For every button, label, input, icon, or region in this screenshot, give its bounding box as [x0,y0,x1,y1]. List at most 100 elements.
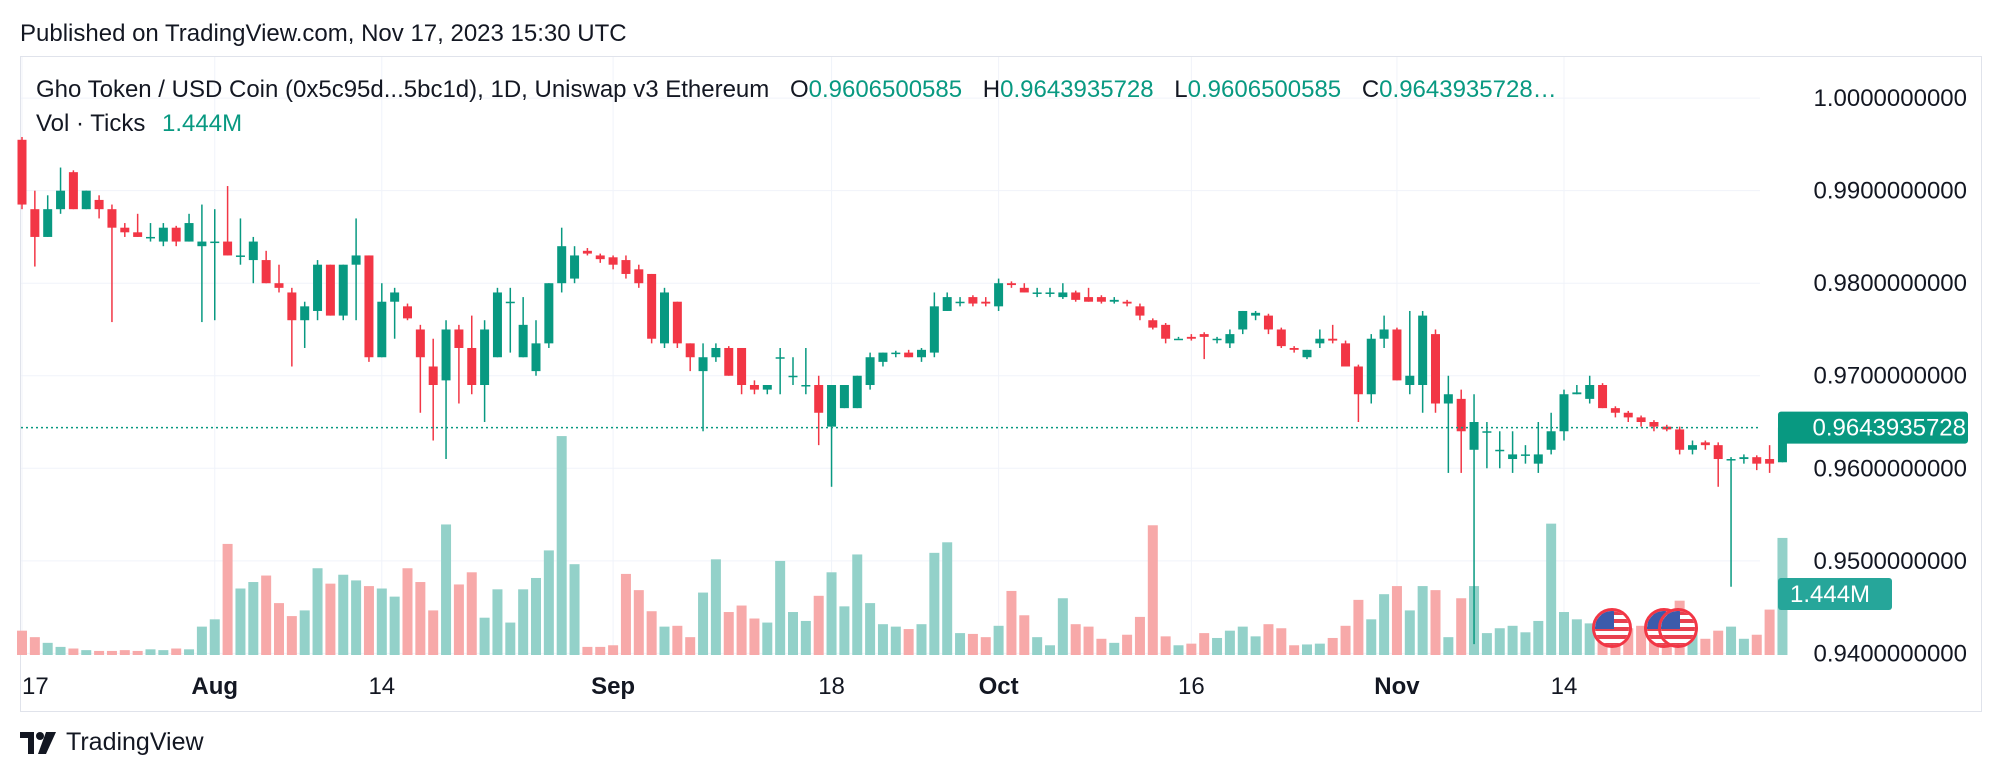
candle-body [1765,459,1775,464]
candle-body [1148,320,1158,328]
volume-bar [595,646,606,655]
candle-body [1161,324,1171,339]
volume-bar [1571,619,1582,655]
price-tick-label: 0.9500000000 [1814,548,1968,575]
candle-body [749,385,759,390]
candle-body [660,292,669,344]
volume-bar [261,575,272,655]
volume-bar [890,626,901,655]
candle-body [1135,306,1145,316]
candle-body [1096,297,1106,302]
candle-body [287,292,297,321]
volume-bar [338,574,349,655]
us-flag-event-icon[interactable] [1658,608,1698,648]
volume-bar [1173,645,1184,655]
candle-body [1456,398,1466,432]
volume-bar [68,648,79,655]
time-tick-label: Oct [979,673,1019,700]
candle-body [390,292,400,302]
volume-bar [1263,624,1274,655]
candle-body [634,269,644,284]
candle-body [917,349,926,358]
volume-bar [762,622,773,655]
candle-body [1006,283,1016,286]
price-tick-label: 0.9400000000 [1814,640,1968,667]
volume-bar [1379,594,1390,655]
candle-body [210,241,220,244]
legend-symbol[interactable]: Gho Token / USD Coin (0x5c95d...5bc1d), … [36,76,770,103]
candle-body [1777,427,1787,463]
volume-bar [710,559,721,655]
volume-bar [1507,625,1518,655]
volume-bar [1199,633,1210,655]
candle-body [81,190,91,210]
candle-body [1623,412,1633,418]
candle-body [1533,454,1543,464]
candle-body [1353,366,1363,395]
candle-body [364,255,374,358]
volume-bar [81,650,92,655]
candle-body [1366,338,1376,395]
candle-body [1431,334,1440,404]
candle-body [480,329,490,385]
candle-body [852,375,862,409]
candle-body [1289,347,1299,350]
candle-body [1508,454,1518,460]
volume-bar [1738,638,1749,655]
candle-body [454,329,464,348]
tradingview-brand[interactable]: TradingView [20,728,204,757]
legend-low-value: 0.9606500585 [1187,76,1342,103]
candle-body [158,227,168,242]
candle-body [1276,329,1286,347]
us-flag-event-icon[interactable] [1592,608,1632,648]
candle-body [724,347,734,376]
candle-body [968,297,978,304]
candle-body [1251,312,1261,316]
volume-bar [1417,586,1428,655]
published-caption: Published on TradingView.com, Nov 17, 20… [20,20,627,47]
volume-bar [852,554,863,655]
volume-bar [453,584,464,655]
volume-bar [1546,523,1557,655]
volume-bar [389,596,400,655]
volume-bar [312,568,323,655]
price-tick-label: 0.9700000000 [1814,363,1968,390]
volume-bar [1083,626,1094,655]
candle-body [1585,385,1595,399]
volume-bar [1481,633,1492,655]
legend-volume-label[interactable]: Vol · Ticks [36,110,146,137]
volume-bar [1443,637,1454,655]
volume-bar [351,580,362,655]
tradingview-logo-icon [20,731,56,754]
candle-body [30,209,40,237]
volume-bar [608,645,619,655]
candle-body [582,250,592,254]
candle-body [1572,392,1582,395]
candle-body [955,301,965,304]
candle-body [775,357,785,359]
legend-high-value: 0.9643935728 [1000,76,1154,103]
volume-bar [325,583,336,655]
volume-bar [672,625,683,655]
volume-bar [620,573,631,655]
candle-body [300,306,310,321]
volume-bar [42,642,53,655]
candle-body [981,301,991,304]
volume-bar [775,560,786,655]
volume-bar [916,624,927,655]
candle-body [595,255,605,260]
volume-bar [466,572,477,655]
volume-bar [299,610,310,655]
time-tick-label: 14 [368,673,395,700]
candle-body [120,227,130,233]
volume-bar [556,436,567,655]
volume-bar [1109,642,1120,655]
volume-bar [788,612,798,655]
legend-volume-value: 1.444M [162,110,243,137]
candle-body [1032,292,1042,294]
volume-bar [1636,625,1647,655]
legend-high-label: H [982,76,1001,103]
candle-body [865,357,875,385]
candle-body [608,257,618,265]
